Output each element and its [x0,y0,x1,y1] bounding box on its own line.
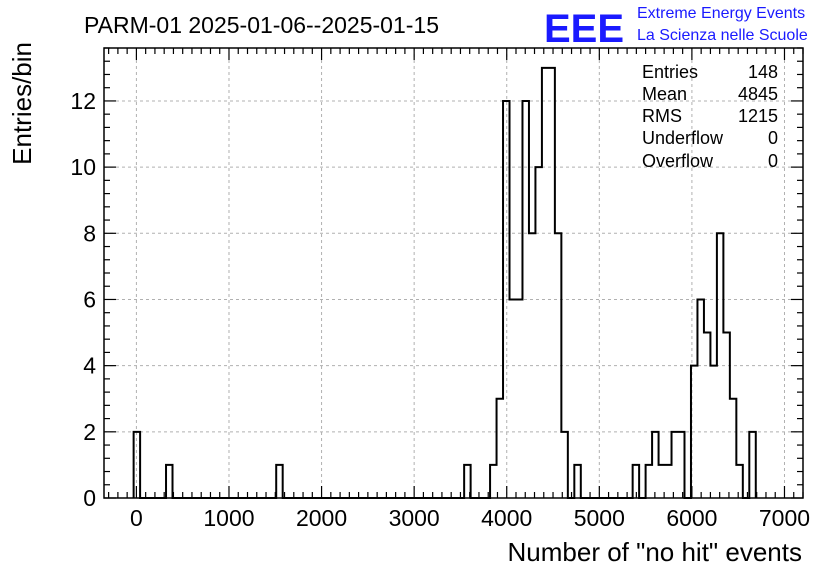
stats-mean-value: 4845 [738,84,778,104]
y-axis-label: Entries/bin [7,42,37,165]
eee-logo-line2: La Scienza nelle Scuole [637,27,808,44]
y-tick-label: 6 [83,286,96,312]
y-tick-label: 0 [83,485,96,511]
stats-rms-value: 1215 [738,106,778,126]
histogram-bin [710,366,716,498]
y-tick-label: 2 [83,419,96,445]
eee-logo: EEE Extreme Energy Events La Scienza nel… [544,5,808,51]
stats-entries-value: 148 [748,62,778,82]
stats-mean-label: Mean [642,84,687,104]
grid-lines [104,48,803,498]
x-tick-label: 2000 [296,505,347,531]
histogram-bin [516,299,522,498]
eee-logo-word: EEE [544,7,624,51]
chart-title: PARM-01 2025-01-06--2025-01-15 [84,12,439,38]
x-tick-label: 4000 [481,505,532,531]
x-tick-label: 7000 [759,505,810,531]
histogram-bin [529,233,535,498]
stats-rms-label: RMS [642,106,682,126]
y-tick-label: 4 [83,353,96,379]
x-tick-label: 3000 [389,505,440,531]
stats-box: Entries 148 Mean 4845 RMS 1215 Underflow… [642,62,778,171]
x-tick-label: 6000 [666,505,717,531]
x-tick-label: 5000 [574,505,625,531]
y-tick-label: 10 [70,154,96,180]
y-tick-label: 8 [83,220,96,246]
eee-logo-line1: Extreme Energy Events [637,5,805,22]
x-axis-label: Number of "no hit" events [508,537,803,567]
stats-underflow-value: 0 [768,128,778,148]
x-tick-labels: 0 1000 2000 3000 4000 5000 6000 7000 [130,505,810,531]
x-tick-label: 0 [130,505,143,531]
stats-entries-label: Entries [642,62,698,82]
y-tick-labels: 0 2 4 6 8 10 12 [70,88,96,511]
y-tick-label: 12 [70,88,96,114]
axes [103,47,804,499]
stats-overflow-value: 0 [768,151,778,171]
stats-overflow-label: Overflow [642,151,714,171]
histogram-bin [510,299,516,498]
stats-underflow-label: Underflow [642,128,724,148]
histogram-bin [665,465,671,498]
x-tick-label: 1000 [203,505,254,531]
